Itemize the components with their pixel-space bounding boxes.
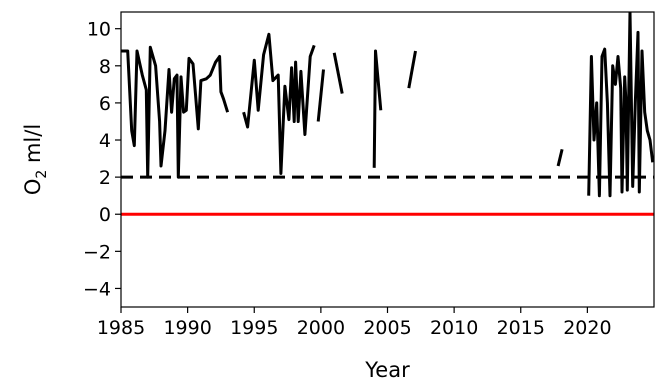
series-line-segment	[556, 148, 564, 167]
x-axis: 1985 1990 1995 2000 2005 2010 2015 2020	[97, 307, 612, 339]
y-tick-label: −4	[83, 278, 111, 300]
y-axis: −4 −2 0 2 4 6 8 10	[83, 19, 121, 300]
y-axis-title: O2 ml/l	[21, 124, 50, 195]
series-line-segment	[332, 52, 344, 94]
y-tick-label: 4	[99, 130, 111, 152]
y-axis-title-main: O	[21, 179, 45, 196]
reference-lines	[121, 175, 654, 216]
series-line-segment	[242, 32, 316, 175]
series-layer	[121, 12, 654, 198]
series-line-segment	[587, 12, 654, 198]
x-tick-label: 2015	[497, 317, 545, 339]
x-axis-title: Year	[364, 358, 410, 382]
y-tick-label: −2	[83, 241, 111, 263]
y-axis-title-unit: ml/l	[21, 124, 45, 170]
series-line-segment	[372, 49, 383, 168]
x-tick-label: 1985	[97, 317, 145, 339]
series-line-segment	[316, 69, 325, 122]
y-tick-label: 6	[99, 93, 111, 115]
x-tick-label: 2020	[563, 317, 611, 339]
y-axis-title-subscript: 2	[34, 170, 50, 179]
y-tick-label: 0	[99, 204, 111, 226]
x-tick-label: 2005	[363, 317, 411, 339]
y-tick-label: 2	[99, 167, 111, 189]
x-tick-label: 1995	[230, 317, 278, 339]
x-tick-label: 2000	[297, 317, 345, 339]
plot-frame	[120, 11, 655, 308]
x-tick-label: 1990	[163, 317, 211, 339]
y-tick-label: 10	[87, 19, 111, 41]
x-tick-label: 2010	[430, 317, 478, 339]
series-line-segment	[121, 45, 230, 179]
y-tick-label: 8	[99, 56, 111, 78]
series-line-segment	[407, 50, 417, 89]
